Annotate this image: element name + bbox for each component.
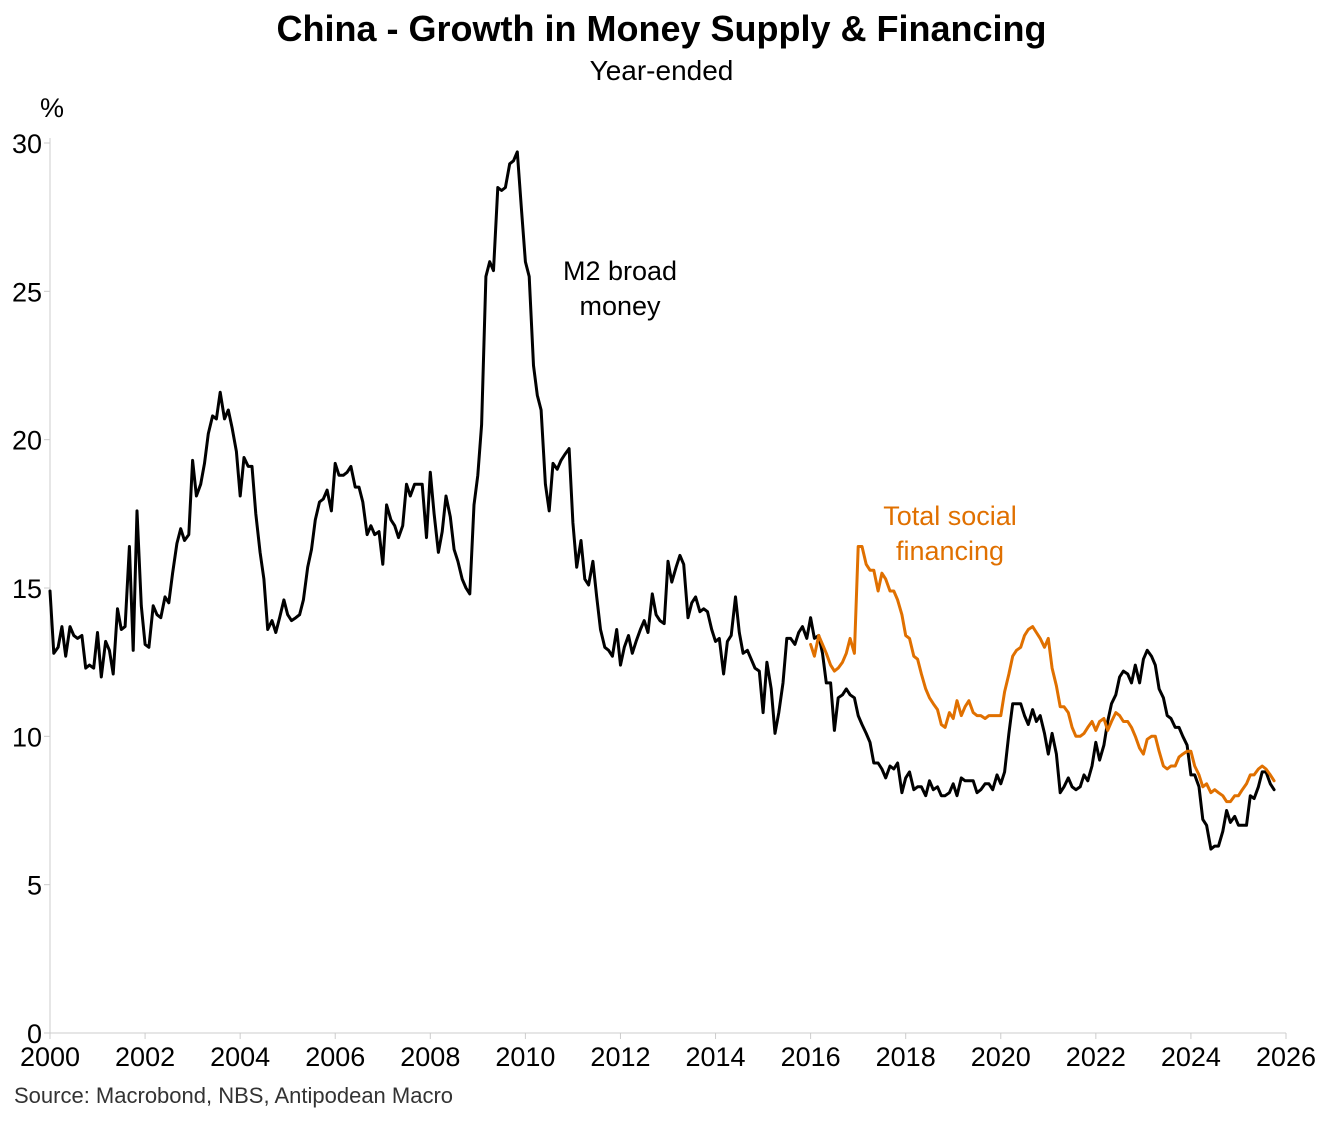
x-tick-label: 2014 (685, 1042, 745, 1072)
chart-title: China - Growth in Money Supply & Financi… (276, 8, 1047, 49)
chart-axes: 0 5 10 15 20 25 30% 2000 2002 2004 2006 2008 2010 201… (12, 93, 1316, 1072)
y-tick-label: 15 (12, 574, 42, 604)
chart-series (48, 150, 1276, 851)
x-tick-label: 2006 (305, 1042, 365, 1072)
m2-annotation-line: money (579, 291, 661, 321)
y-tick-label: 30 (12, 129, 42, 159)
tsf-annotation-line: financing (896, 536, 1004, 566)
x-tick-label: 2018 (876, 1042, 936, 1072)
x-tick-label: 2002 (115, 1042, 175, 1072)
chart-annotations: M2 broad money Total social financing (563, 256, 1017, 566)
m2-annotation-line: M2 broad (563, 256, 677, 286)
x-tick-label: 2012 (590, 1042, 650, 1072)
y-tick-label: 5 (27, 871, 42, 901)
y-tick-label: 0 (27, 1019, 42, 1049)
x-tick-label: 2024 (1161, 1042, 1221, 1072)
source-note: Source: Macrobond, NBS, Antipodean Macro (14, 1083, 454, 1108)
x-tick-label: 2010 (495, 1042, 555, 1072)
chart-subtitle: Year-ended (589, 55, 734, 86)
y-tick-label: 20 (12, 426, 42, 456)
tsf-series-line (809, 545, 1276, 804)
x-tick-label: 2000 (20, 1042, 80, 1072)
x-tick-label: 2020 (971, 1042, 1031, 1072)
y-axis-label: % (40, 93, 64, 123)
x-tick-label: 2022 (1066, 1042, 1126, 1072)
x-tick-label: 2026 (1256, 1042, 1316, 1072)
tsf-annotation-line: Total social (883, 501, 1017, 531)
x-tick-label: 2004 (210, 1042, 270, 1072)
x-tick-label: 2008 (400, 1042, 460, 1072)
m2-series-line (48, 150, 1276, 851)
x-tick-label: 2016 (781, 1042, 841, 1072)
y-tick-label: 25 (12, 277, 42, 307)
y-tick-label: 10 (12, 722, 42, 752)
